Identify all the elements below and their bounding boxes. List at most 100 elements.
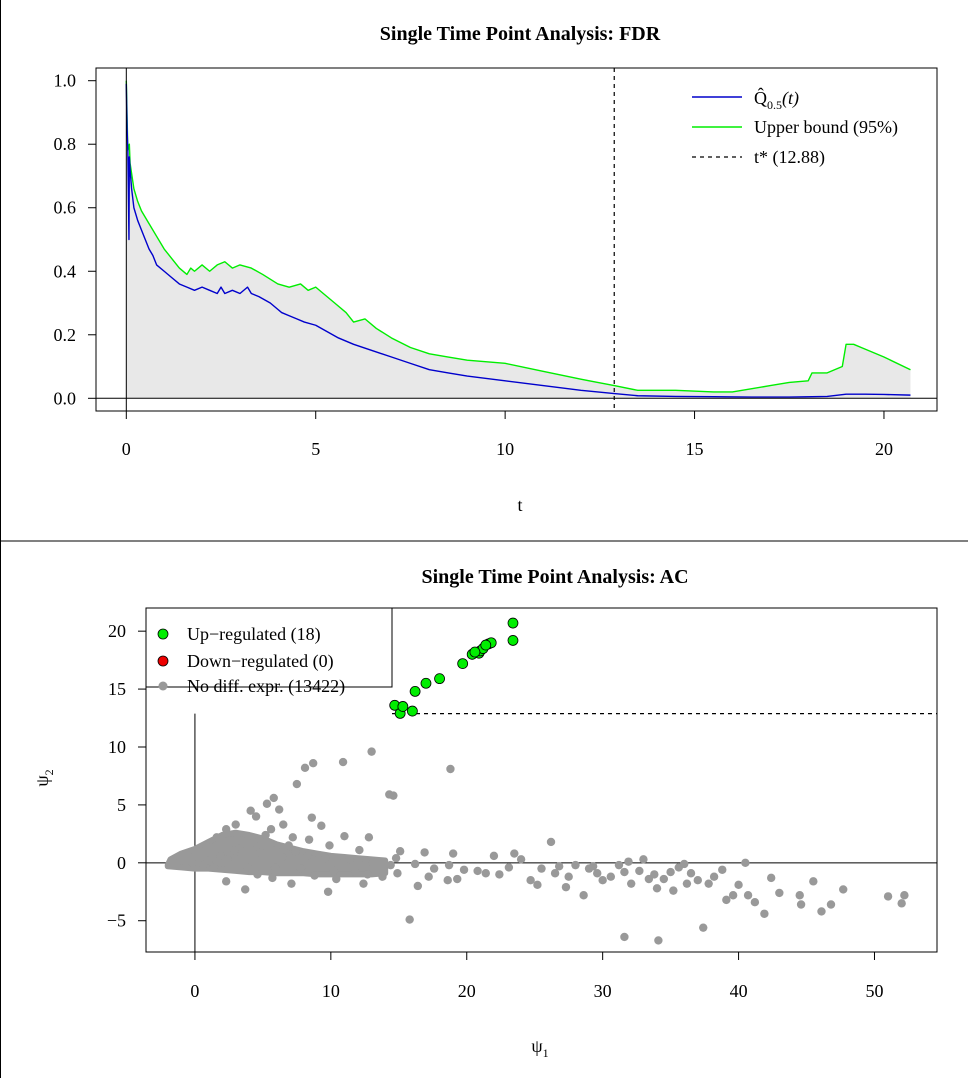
nodiff-point: [345, 855, 355, 864]
nodiff-point: [666, 867, 675, 877]
fdr-y-axis: 0.0 0.2 0.4 0.6 0.8 1.0: [54, 71, 96, 408]
ac-y-label: ψ2: [32, 769, 56, 786]
ac-panel: Single Time Point Analysis: AC 0 10 20 30 40…: [32, 566, 938, 1060]
nodiff-point: [329, 866, 338, 876]
nodiff-point: [243, 863, 253, 872]
nodiff-point: [378, 872, 387, 881]
nodiff-point: [262, 799, 272, 808]
fdr-y-tick-label: 0.4: [54, 261, 77, 281]
nodiff-point: [249, 837, 258, 847]
nodiff-point: [332, 874, 341, 884]
nodiff-point: [216, 851, 225, 861]
legend-label-nodiff: No diff. expr. (13422): [187, 676, 345, 697]
ac-y-tick-label: −5: [107, 911, 126, 931]
nodiff-point: [639, 855, 648, 864]
upregulated-point: [469, 646, 481, 658]
nodiff-point: [221, 877, 231, 886]
nodiff-point: [900, 891, 909, 900]
nodiff-point: [652, 884, 662, 893]
nodiff-point: [722, 895, 731, 905]
nodiff-point: [223, 855, 232, 864]
nodiff-point: [897, 899, 906, 908]
nodiff-point: [300, 763, 310, 773]
nodiff-point: [766, 873, 776, 883]
nodiff-point: [775, 888, 784, 898]
nodiff-point: [704, 879, 713, 888]
upregulated-point: [409, 685, 421, 697]
nodiff-point: [255, 848, 265, 857]
fdr-x-tick-label: 0: [122, 439, 131, 459]
upregulated-point: [457, 658, 469, 669]
nodiff-point: [537, 864, 546, 873]
nodiff-point: [680, 859, 689, 869]
ac-x-tick-label: 30: [594, 981, 612, 1001]
fdr-x-tick-label: 15: [686, 439, 704, 459]
legend-label-down: Down−regulated (0): [187, 651, 334, 672]
fdr-shaded-area: [126, 80, 911, 399]
nodiff-point: [241, 885, 250, 894]
nodiff-point: [355, 845, 364, 855]
nodiff-point: [253, 870, 262, 879]
legend-marker-nodiff: [158, 681, 168, 691]
ac-x-tick-label: 20: [458, 981, 476, 1001]
nodiff-point: [424, 872, 433, 881]
nodiff-point: [291, 847, 300, 856]
nodiff-point: [588, 862, 598, 871]
upregulated-point: [420, 677, 432, 689]
nodiff-point: [669, 886, 678, 895]
nodiff-point: [659, 874, 669, 884]
nodiff-point: [614, 860, 624, 870]
ac-legend-box: [145, 607, 393, 688]
nodiff-point: [317, 821, 326, 830]
qhat-series-line: [125, 83, 911, 398]
nodiff-point: [413, 881, 423, 891]
nodiff-point: [393, 869, 402, 878]
nodiff-point: [364, 833, 374, 842]
nodiff-point: [405, 915, 414, 924]
nodiff-point: [796, 900, 806, 909]
nodiff-point: [561, 882, 571, 892]
upper-bound-series-line: [125, 80, 911, 393]
nodiff-point: [579, 891, 588, 900]
nodiff-point: [389, 791, 398, 800]
nodiff-point: [429, 864, 439, 873]
ac-y-tick-label: 10: [108, 737, 126, 757]
ac-x-axis: 0 10 20 30 40 50: [190, 952, 883, 1001]
nodiff-point: [246, 806, 255, 815]
nodiff-point: [307, 813, 317, 822]
nodiff-point: [410, 859, 420, 869]
nodiff-point: [269, 793, 278, 803]
nodiff-point: [795, 891, 804, 900]
nodiff-point: [443, 875, 452, 885]
legend-label-upper: Upper bound (95%): [754, 117, 898, 138]
nodiff-point: [826, 900, 836, 909]
nodiff-point: [268, 873, 277, 883]
ac-title: Single Time Point Analysis: AC: [421, 566, 688, 588]
upregulated-point: [406, 705, 418, 717]
upregulated-point: [507, 635, 519, 646]
fdr-title: Single Time Point Analysis: FDR: [380, 23, 661, 45]
nodiff-point: [188, 858, 197, 868]
legend-marker-down: [157, 655, 169, 667]
fdr-y-tick-label: 0.0: [54, 388, 77, 408]
nodiff-point: [883, 892, 893, 901]
ac-x-label: ψ1: [531, 1036, 548, 1060]
nodiff-point: [367, 747, 376, 756]
nodiff-point: [420, 848, 429, 857]
nodiff-point: [448, 849, 458, 858]
nodiff-point: [310, 871, 319, 880]
nodiff-point: [323, 887, 333, 896]
nodiff-point: [251, 812, 261, 821]
nodiff-point: [363, 870, 372, 879]
nodiff-point: [510, 849, 519, 858]
nodiff-point: [292, 779, 302, 789]
legend-marker-up: [157, 628, 169, 640]
nodiff-point: [693, 875, 702, 885]
nodiff-point: [212, 833, 221, 842]
nodiff-point: [473, 866, 482, 876]
nodiff-point: [682, 879, 692, 888]
nodiff-point: [718, 865, 727, 874]
upregulated-point: [480, 639, 492, 651]
nodiff-point: [504, 863, 514, 872]
